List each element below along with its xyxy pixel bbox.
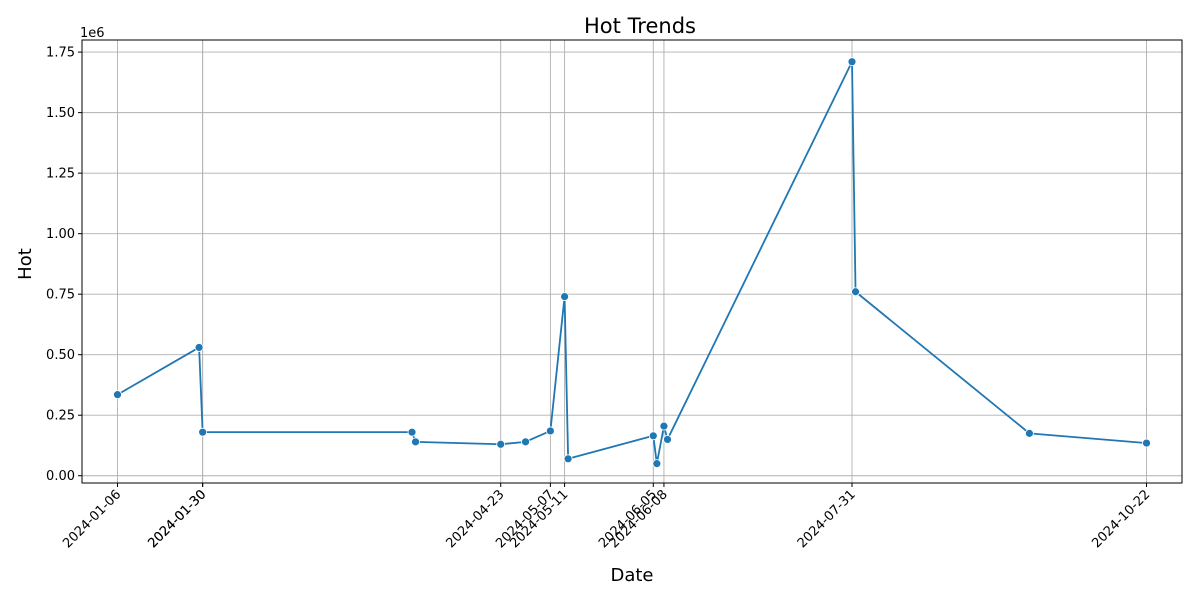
x-tick-label: 2024-07-31 <box>795 487 859 551</box>
data-point <box>1025 428 1034 438</box>
y-tick-label: 0.50 <box>46 348 75 363</box>
data-point <box>1142 438 1151 448</box>
data-point <box>194 343 204 352</box>
series-line <box>117 60 1147 465</box>
y-tick-label: 1.50 <box>46 106 75 121</box>
y-tick-label: 1.00 <box>46 227 75 242</box>
data-point <box>198 427 208 437</box>
data-point <box>521 437 530 447</box>
data-point <box>560 292 569 302</box>
chart-title: Hot Trends <box>584 14 696 38</box>
x-axis-title: Date <box>610 565 653 586</box>
y-axis-title: Hot <box>15 248 36 280</box>
data-point <box>652 459 662 469</box>
plot-frame <box>81 39 1183 484</box>
y-tick-label: 0.75 <box>46 288 75 303</box>
x-tick-label: 2024-01-06 <box>60 487 124 551</box>
x-tick-label: 2024-01-30 <box>145 487 209 551</box>
data-point <box>411 437 420 447</box>
y-tick-label: 1.25 <box>46 167 75 182</box>
data-point <box>851 287 860 297</box>
y-offset-label: 1e6 <box>80 26 105 41</box>
series-layer <box>113 57 1151 469</box>
y-tick-label: 0.25 <box>46 409 75 424</box>
data-point <box>563 454 573 464</box>
data-point <box>663 435 672 444</box>
grid <box>82 40 1182 483</box>
axes: 0.00 0.25 0.50 0.75 1.00 1.25 1.50 1.75 2024-01-… <box>46 39 1183 551</box>
data-point <box>545 426 555 436</box>
data-point <box>847 57 857 67</box>
data-point <box>496 439 506 449</box>
data-point <box>407 427 417 437</box>
data-point <box>659 421 669 431</box>
x-tick-label: 2024-10-22 <box>1089 487 1153 551</box>
y-tick-label: 0.00 <box>46 469 75 484</box>
data-point <box>113 390 122 400</box>
data-point <box>648 431 658 441</box>
y-tick-label: 1.75 <box>46 46 75 61</box>
